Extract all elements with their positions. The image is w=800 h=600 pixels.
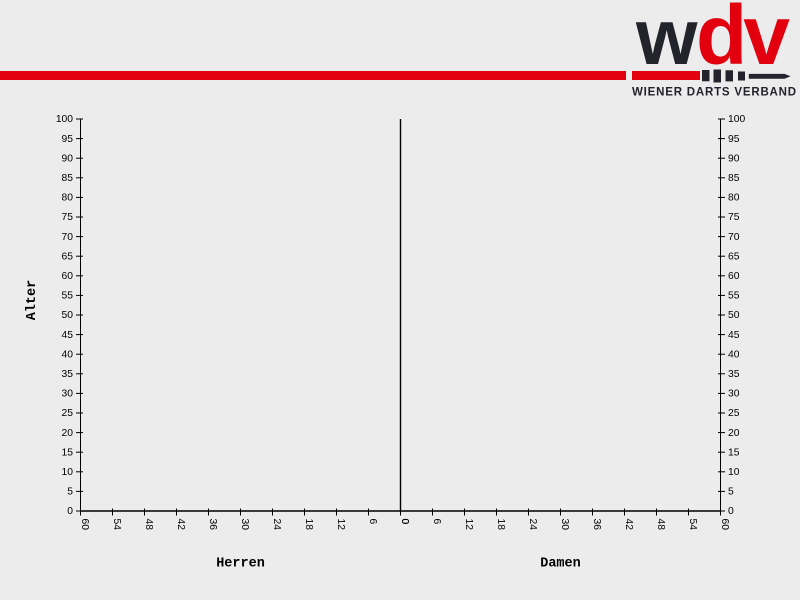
svg-text:18: 18: [495, 519, 506, 531]
svg-text:65: 65: [62, 251, 74, 262]
svg-text:12: 12: [335, 519, 346, 531]
svg-text:50: 50: [62, 310, 74, 321]
svg-text:15: 15: [62, 447, 74, 458]
svg-text:70: 70: [728, 232, 740, 243]
svg-text:55: 55: [62, 291, 74, 302]
svg-text:85: 85: [728, 173, 740, 184]
svg-text:24: 24: [527, 519, 538, 531]
svg-text:60: 60: [719, 519, 730, 531]
svg-text:90: 90: [728, 153, 740, 164]
svg-text:36: 36: [591, 519, 602, 531]
svg-text:0: 0: [728, 506, 734, 517]
svg-text:10: 10: [728, 467, 740, 478]
svg-text:60: 60: [62, 271, 74, 282]
svg-text:48: 48: [655, 519, 666, 531]
svg-text:90: 90: [62, 153, 74, 164]
svg-text:12: 12: [463, 519, 474, 531]
svg-text:0: 0: [399, 519, 410, 525]
svg-text:30: 30: [559, 519, 570, 531]
svg-text:100: 100: [56, 114, 73, 125]
svg-text:10: 10: [62, 467, 74, 478]
svg-text:80: 80: [728, 193, 740, 204]
svg-text:45: 45: [728, 330, 740, 341]
svg-text:50: 50: [728, 310, 740, 321]
svg-text:Herren: Herren: [216, 556, 265, 571]
svg-text:dv: dv: [696, 2, 790, 82]
svg-text:25: 25: [62, 408, 74, 419]
svg-text:54: 54: [111, 519, 122, 531]
svg-text:25: 25: [728, 408, 740, 419]
svg-text:42: 42: [623, 519, 634, 531]
svg-text:48: 48: [143, 519, 154, 531]
svg-text:35: 35: [62, 369, 74, 380]
svg-text:0: 0: [67, 506, 73, 517]
svg-text:80: 80: [62, 193, 74, 204]
svg-text:75: 75: [728, 212, 740, 223]
svg-text:WIENER DARTS VERBAND: WIENER DARTS VERBAND: [632, 87, 797, 98]
svg-text:54: 54: [687, 519, 698, 531]
svg-text:40: 40: [728, 349, 740, 360]
svg-text:60: 60: [79, 519, 90, 531]
svg-text:75: 75: [62, 212, 74, 223]
svg-text:70: 70: [62, 232, 74, 243]
svg-text:6: 6: [431, 519, 442, 525]
svg-text:60: 60: [728, 271, 740, 282]
svg-text:5: 5: [728, 487, 734, 498]
svg-text:36: 36: [207, 519, 218, 531]
svg-text:5: 5: [67, 487, 73, 498]
svg-text:55: 55: [728, 291, 740, 302]
svg-text:95: 95: [62, 134, 74, 145]
svg-text:30: 30: [728, 389, 740, 400]
svg-text:35: 35: [728, 369, 740, 380]
svg-text:85: 85: [62, 173, 74, 184]
svg-text:95: 95: [728, 134, 740, 145]
svg-text:65: 65: [728, 251, 740, 262]
svg-text:20: 20: [62, 428, 74, 439]
svg-text:42: 42: [175, 519, 186, 531]
svg-text:100: 100: [728, 114, 745, 125]
svg-text:18: 18: [303, 519, 314, 531]
svg-text:30: 30: [62, 389, 74, 400]
svg-text:Alter: Alter: [25, 280, 40, 321]
svg-text:40: 40: [62, 349, 74, 360]
svg-text:Damen: Damen: [540, 556, 581, 571]
svg-text:w: w: [635, 2, 698, 81]
svg-text:24: 24: [271, 519, 282, 531]
svg-text:30: 30: [239, 519, 250, 531]
svg-text:20: 20: [728, 428, 740, 439]
svg-text:15: 15: [728, 447, 740, 458]
svg-text:6: 6: [367, 519, 378, 525]
svg-text:45: 45: [62, 330, 74, 341]
